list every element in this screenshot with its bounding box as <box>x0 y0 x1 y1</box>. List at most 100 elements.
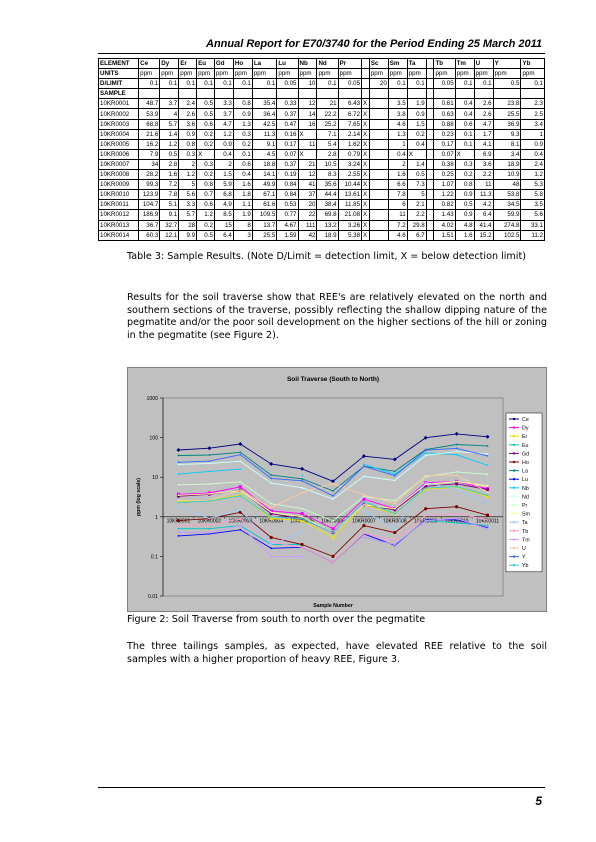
table-cell: 4.5 <box>251 148 278 160</box>
data-point <box>239 480 242 483</box>
table-cell: 10KR0010 <box>97 189 140 201</box>
table-row: 10KR0003 68.8 5.7 3.6 0.6 4.7 1.3 42.5 0.47 16 25.… <box>97 118 545 130</box>
data-point <box>270 547 273 550</box>
x-tick-label: 10KR0004 <box>259 518 283 524</box>
table-cell: 0.1 <box>159 78 180 90</box>
table-cell: 1.1 <box>232 199 253 211</box>
table-cell: 0.3 <box>178 148 198 160</box>
table-cell: 99.3 <box>138 179 161 191</box>
table-cell: 1.6 <box>387 169 408 181</box>
table-cell: 68.8 <box>138 118 161 130</box>
data-point <box>393 479 396 482</box>
table-cell: 0.77 <box>276 209 299 221</box>
legend-marker <box>512 512 516 515</box>
legend-entry: Tm <box>522 537 530 543</box>
data-point <box>300 466 305 471</box>
table-cell: 38.4 <box>316 199 339 211</box>
data-point <box>486 519 489 522</box>
table-cell: 0.5 <box>406 169 427 181</box>
data-point <box>486 491 489 494</box>
table-cell <box>138 88 161 100</box>
legend-entry: Yb <box>522 563 529 569</box>
table-cell: 6.6 <box>387 179 408 191</box>
table-cell: 2 <box>213 158 234 171</box>
table-cell: 9.9 <box>178 229 198 241</box>
table-cell: 7.65 <box>337 118 363 130</box>
table-cell <box>425 148 435 160</box>
table-cell: X <box>297 128 318 140</box>
table-cell: 0.4 <box>387 148 408 160</box>
table-cell <box>178 88 198 100</box>
data-point <box>239 468 242 471</box>
table-cell: 12.1 <box>159 229 180 241</box>
table-cell <box>425 179 435 191</box>
table-cell: X <box>361 128 370 140</box>
data-point <box>424 481 427 484</box>
data-point <box>177 534 180 537</box>
table-cell: 0.6 <box>232 158 253 171</box>
table-cell: 12 <box>297 98 318 110</box>
table-cell: X <box>361 169 370 181</box>
legend-entry: Lu <box>522 477 528 483</box>
table-cell: 11.3 <box>473 189 494 201</box>
table-cell: Ce <box>138 57 161 70</box>
table-cell <box>159 88 180 100</box>
table-cell: 1.51 <box>433 229 456 241</box>
table-cell <box>368 158 389 171</box>
table-cell: 4.7 <box>213 118 234 130</box>
table-cell: Lu <box>276 57 299 70</box>
data-point <box>177 527 180 530</box>
data-point <box>269 555 273 558</box>
data-point <box>424 474 427 477</box>
table-cell: 0.4 <box>520 148 545 160</box>
data-point <box>270 541 273 543</box>
data-point <box>455 485 458 488</box>
legend-marker <box>512 564 516 567</box>
table-cell: 0.25 <box>433 169 456 181</box>
table-cell: 1.07 <box>433 179 456 191</box>
data-point <box>270 502 273 505</box>
table-cell: 2.2 <box>473 169 494 181</box>
table-cell: 2.6 <box>473 108 494 120</box>
legend-entry: Pr <box>522 503 528 509</box>
table-cell <box>425 68 435 80</box>
table-cell: 0.1 <box>232 78 253 90</box>
table-cell: 2.5 <box>520 108 545 120</box>
table-cell: 28 <box>178 219 198 231</box>
data-point <box>300 512 304 516</box>
table-cell: 0.9 <box>232 108 253 120</box>
table-cell: 0.5 <box>196 108 215 120</box>
table-cell: X <box>361 209 370 221</box>
data-point <box>301 477 303 480</box>
table-cell: 7.2 <box>159 179 180 191</box>
table-cell: 8.1 <box>492 138 522 150</box>
table-cell: 5.3 <box>520 179 545 191</box>
table-row: 10KR0014 60.3 12.1 9.9 0.5 6.4 3 25.5 1.59 42 18.9… <box>97 229 545 241</box>
table-cell: ppm <box>297 68 318 80</box>
legend-marker <box>512 521 516 524</box>
table-cell: 36.4 <box>251 108 278 120</box>
data-point <box>486 485 489 487</box>
legend-entry: Y <box>522 555 526 561</box>
data-point <box>208 531 211 534</box>
table-cell: 0.4 <box>454 108 475 120</box>
table-cell: 0.17 <box>433 138 456 150</box>
table-cell: 14.1 <box>251 169 278 181</box>
table-cell <box>196 88 215 100</box>
table-cell: 2.1 <box>406 199 427 211</box>
table-cell: 69.8 <box>316 209 339 221</box>
y-tick-label: 10 <box>152 475 158 481</box>
table-cell: Pr <box>337 57 363 70</box>
legend-entry: Er <box>522 434 528 440</box>
data-point <box>393 470 396 473</box>
table-cell <box>425 118 435 130</box>
data-point <box>208 492 211 495</box>
data-point <box>207 446 212 451</box>
table-cell: 21 <box>316 98 339 110</box>
table-cell <box>368 209 389 221</box>
legend-marker <box>512 426 516 429</box>
table-cell <box>425 88 435 100</box>
table-cell: 5.1 <box>159 199 180 211</box>
data-point <box>177 494 180 497</box>
chart-title: Soil Traverse (South to North) <box>287 376 379 383</box>
